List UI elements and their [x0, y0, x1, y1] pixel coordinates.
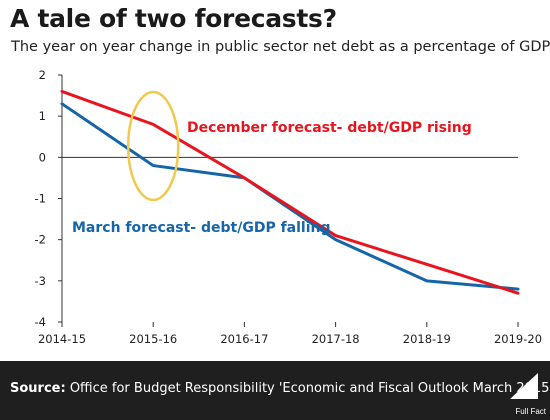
y-tick-label: 0: [39, 150, 46, 164]
y-tick-label: 2: [39, 68, 46, 82]
x-tick-label: 2018-19: [403, 332, 451, 346]
chart-subtitle: The year on year change in public sector…: [11, 39, 550, 55]
series-lines: [60, 89, 520, 295]
x-tick-label: 2017-18: [312, 332, 360, 346]
y-tick-label: -4: [35, 315, 46, 329]
source-label: Source:: [10, 381, 66, 396]
source-note: Source: Office for Budget Responsibility…: [10, 381, 550, 396]
x-tick-label: 2014-15: [38, 332, 86, 346]
fullfact-logo-icon: [510, 373, 538, 399]
source-text: Office for Budget Responsibility 'Econom…: [69, 381, 550, 396]
y-axis-tick-labels: 2 1 0 -1 -2 -3 -4: [35, 68, 62, 329]
brand-name: Full Fact: [515, 407, 546, 416]
y-tick-label: -1: [35, 192, 46, 206]
line-chart: 2 1 0 -1 -2 -3 -4 2014-15 2015-16 2016-17 2017-18…: [35, 68, 543, 346]
chart-title: A tale of two forecasts?: [10, 4, 337, 33]
highlight-ellipse-shape: [126, 90, 180, 202]
y-tick-label: 1: [39, 109, 46, 123]
x-axis-tick-labels: 2014-15 2015-16 2016-17 2017-18 2018-19 2019-…: [38, 322, 542, 346]
x-tick-label: 2016-17: [220, 332, 268, 346]
series-label-march: March forecast- debt/GDP falling: [72, 220, 331, 236]
x-tick-label: 2019-20: [494, 332, 542, 346]
series-label-december: December forecast- debt/GDP rising: [187, 120, 472, 136]
highlight-ellipse: [126, 90, 180, 202]
chart-axes: [61, 75, 518, 322]
x-tick-label: 2015-16: [129, 332, 177, 346]
y-tick-label: -3: [35, 274, 46, 288]
series-line-december: [60, 89, 520, 295]
y-tick-label: -2: [35, 233, 46, 247]
footer-bar: Source: Office for Budget Responsibility…: [0, 361, 550, 420]
series-labels: December forecast- debt/GDP rising March …: [72, 120, 472, 236]
series-line-march: [60, 102, 520, 291]
